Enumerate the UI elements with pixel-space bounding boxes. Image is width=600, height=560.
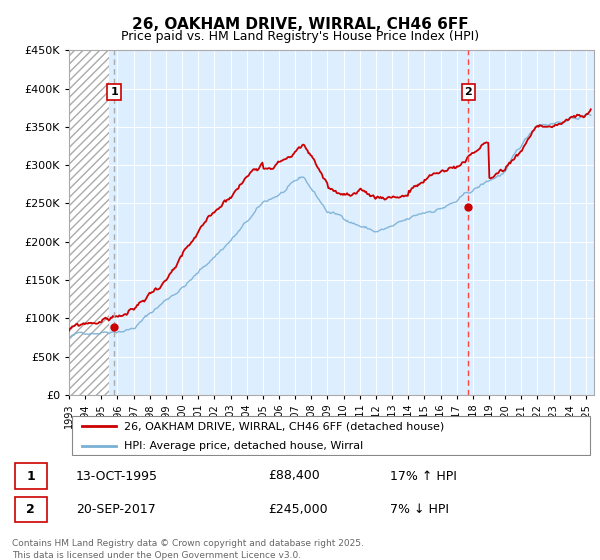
Text: 1: 1	[110, 87, 118, 97]
Text: HPI: Average price, detached house, Wirral: HPI: Average price, detached house, Wirr…	[124, 441, 364, 451]
Text: 2: 2	[26, 503, 35, 516]
Text: 7% ↓ HPI: 7% ↓ HPI	[391, 503, 449, 516]
Text: £245,000: £245,000	[268, 503, 328, 516]
FancyBboxPatch shape	[71, 416, 590, 455]
Text: 26, OAKHAM DRIVE, WIRRAL, CH46 6FF (detached house): 26, OAKHAM DRIVE, WIRRAL, CH46 6FF (deta…	[124, 421, 445, 431]
Text: 1: 1	[26, 469, 35, 483]
Text: 13-OCT-1995: 13-OCT-1995	[76, 469, 158, 483]
FancyBboxPatch shape	[15, 497, 47, 522]
Bar	[69, 50, 109, 395]
Text: 2: 2	[464, 87, 472, 97]
Text: Contains HM Land Registry data © Crown copyright and database right 2025.
This d: Contains HM Land Registry data © Crown c…	[12, 539, 364, 559]
Text: 17% ↑ HPI: 17% ↑ HPI	[391, 469, 457, 483]
Text: £88,400: £88,400	[268, 469, 320, 483]
FancyBboxPatch shape	[15, 464, 47, 488]
Text: Price paid vs. HM Land Registry's House Price Index (HPI): Price paid vs. HM Land Registry's House …	[121, 30, 479, 44]
Text: 26, OAKHAM DRIVE, WIRRAL, CH46 6FF: 26, OAKHAM DRIVE, WIRRAL, CH46 6FF	[131, 17, 469, 32]
Text: 20-SEP-2017: 20-SEP-2017	[76, 503, 156, 516]
